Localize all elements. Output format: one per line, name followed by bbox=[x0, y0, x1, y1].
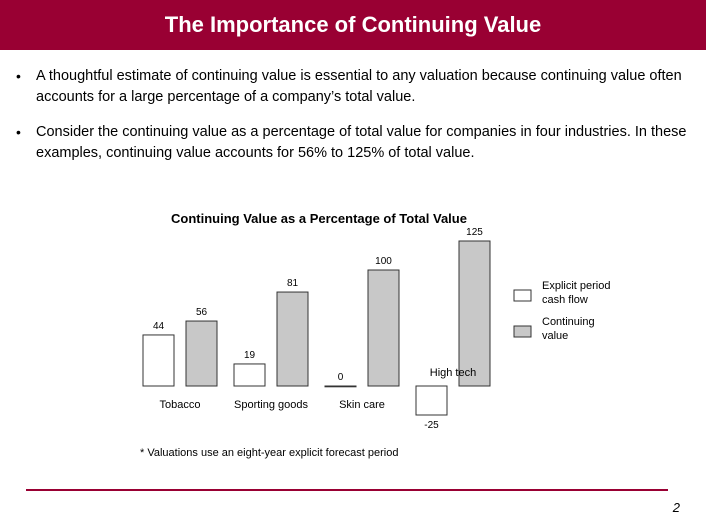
page-number: 2 bbox=[672, 500, 680, 515]
legend-swatch bbox=[513, 289, 532, 302]
continuing-value-bar bbox=[367, 269, 400, 387]
bullet-item: • A thoughtful estimate of continuing va… bbox=[16, 66, 694, 108]
page-title: The Importance of Continuing Value bbox=[164, 12, 542, 37]
continuing-value-bar bbox=[185, 320, 218, 387]
legend-label: Continuing bbox=[542, 316, 595, 328]
title-bar: The Importance of Continuing Value bbox=[0, 0, 706, 50]
continuing-value-bar bbox=[276, 291, 309, 387]
bullet-glyph: • bbox=[16, 68, 21, 84]
explicit-period-bar bbox=[324, 385, 357, 388]
explicit-period-bar bbox=[415, 385, 448, 416]
category-label: High tech bbox=[430, 367, 476, 379]
footer-rule bbox=[26, 489, 668, 491]
category-label: Sporting goods bbox=[234, 399, 308, 411]
continuing-value-bar bbox=[458, 240, 491, 387]
data-label: 0 bbox=[338, 372, 344, 383]
data-label: 19 bbox=[244, 350, 256, 361]
data-label: 56 bbox=[196, 307, 208, 318]
data-label: 44 bbox=[153, 321, 165, 332]
explicit-period-bar bbox=[142, 334, 175, 387]
explicit-period-bar bbox=[233, 363, 266, 387]
data-label: 81 bbox=[287, 278, 299, 289]
chart-footnote: * Valuations use an eight-year explicit … bbox=[140, 447, 398, 459]
legend-label: cash flow bbox=[542, 294, 588, 306]
data-label: -25 bbox=[424, 420, 439, 431]
bullet-item: • Consider the continuing value as a per… bbox=[16, 122, 694, 164]
continuing-value-chart: Continuing Value as a Percentage of Tota… bbox=[140, 211, 610, 459]
bullet-text: A thoughtful estimate of continuing valu… bbox=[36, 68, 682, 105]
bullet-text: Consider the continuing value as a perce… bbox=[36, 124, 687, 161]
data-label: 100 bbox=[375, 256, 392, 267]
legend-label: value bbox=[542, 330, 568, 342]
chart-title: Continuing Value as a Percentage of Tota… bbox=[171, 211, 467, 226]
legend-swatch bbox=[513, 325, 532, 338]
bullet-glyph: • bbox=[16, 124, 21, 140]
data-label: 125 bbox=[466, 227, 483, 238]
legend-label: Explicit period bbox=[542, 280, 610, 292]
category-label: Tobacco bbox=[160, 399, 201, 411]
bullet-list: • A thoughtful estimate of continuing va… bbox=[16, 66, 694, 178]
category-label: Skin care bbox=[339, 399, 385, 411]
